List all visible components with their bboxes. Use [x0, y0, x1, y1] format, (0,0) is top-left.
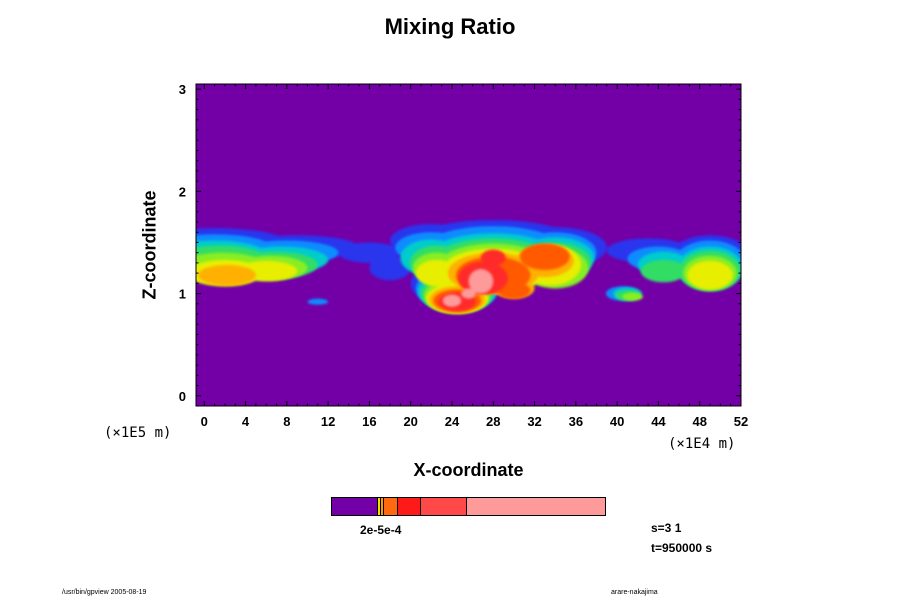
x-tick-label: 0	[201, 414, 208, 429]
colorbar-labels: 2e-5e-4	[360, 523, 402, 537]
colorbar-segment	[380, 498, 384, 515]
x-tick-label: 12	[321, 414, 335, 429]
contour-level-9	[442, 269, 494, 307]
z-axis-label: Z-coordinate	[139, 190, 160, 300]
colorbar-segment	[467, 498, 605, 515]
x-unit-label: (×1E4 m)	[668, 436, 736, 452]
x-tick-label: 8	[283, 414, 290, 429]
x-tick-label: 52	[734, 414, 748, 429]
x-tick-label: 40	[610, 414, 624, 429]
contour-blob	[640, 259, 687, 283]
footer-author: arare-nakajima	[611, 589, 658, 596]
contour-blob	[198, 264, 256, 286]
z-tick-label: 0	[179, 389, 186, 404]
contour-blob	[622, 292, 643, 301]
z-tick-label: 2	[179, 184, 186, 199]
x-tick-label: 36	[569, 414, 583, 429]
colorbar-segment	[332, 498, 378, 515]
colorbar-segment	[383, 498, 399, 515]
contour-blob	[307, 298, 329, 305]
x-tick-label: 28	[486, 414, 500, 429]
x-tick-label: 16	[362, 414, 376, 429]
colorbar-segment	[377, 498, 381, 515]
z-tick-label: 3	[179, 82, 186, 97]
z-unit-label: (×1E5 m)	[104, 425, 172, 441]
stamp-t: t=950000 s	[651, 541, 713, 555]
footer-command: /usr/bin/gpview 2005-08-19	[62, 589, 147, 596]
contour-blob	[520, 243, 570, 271]
contour-blob	[497, 282, 531, 299]
x-axis-label: X-coordinate	[413, 460, 524, 480]
x-tick-label: 4	[242, 414, 250, 429]
x-tick-label: 20	[403, 414, 417, 429]
x-tick-label: 48	[692, 414, 706, 429]
colorbar-segment	[421, 498, 468, 515]
x-tick-label: 32	[527, 414, 541, 429]
x-tick-label: 24	[445, 414, 460, 429]
contour-blob	[442, 294, 462, 307]
colorbar	[331, 497, 606, 516]
colorbar-segment	[398, 498, 422, 515]
contour-blob	[687, 260, 733, 290]
contour-blob	[468, 269, 494, 294]
chart-title: Mixing Ratio	[384, 14, 516, 39]
contour-blob	[480, 249, 506, 266]
contour-blob	[369, 255, 411, 281]
contour-blob	[461, 288, 476, 299]
x-tick-label: 44	[651, 414, 666, 429]
stamp-s: s=3 1	[651, 521, 682, 535]
z-tick-label: 1	[179, 287, 186, 302]
